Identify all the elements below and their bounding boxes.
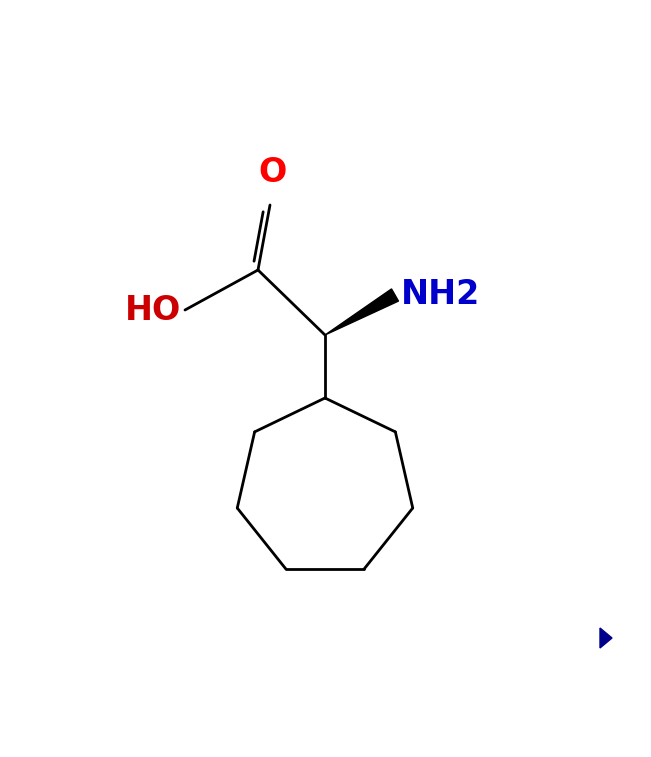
Polygon shape [325, 289, 398, 335]
Text: HO: HO [125, 294, 181, 326]
Polygon shape [600, 628, 612, 648]
Text: O: O [258, 156, 286, 189]
Text: NH2: NH2 [400, 279, 480, 311]
